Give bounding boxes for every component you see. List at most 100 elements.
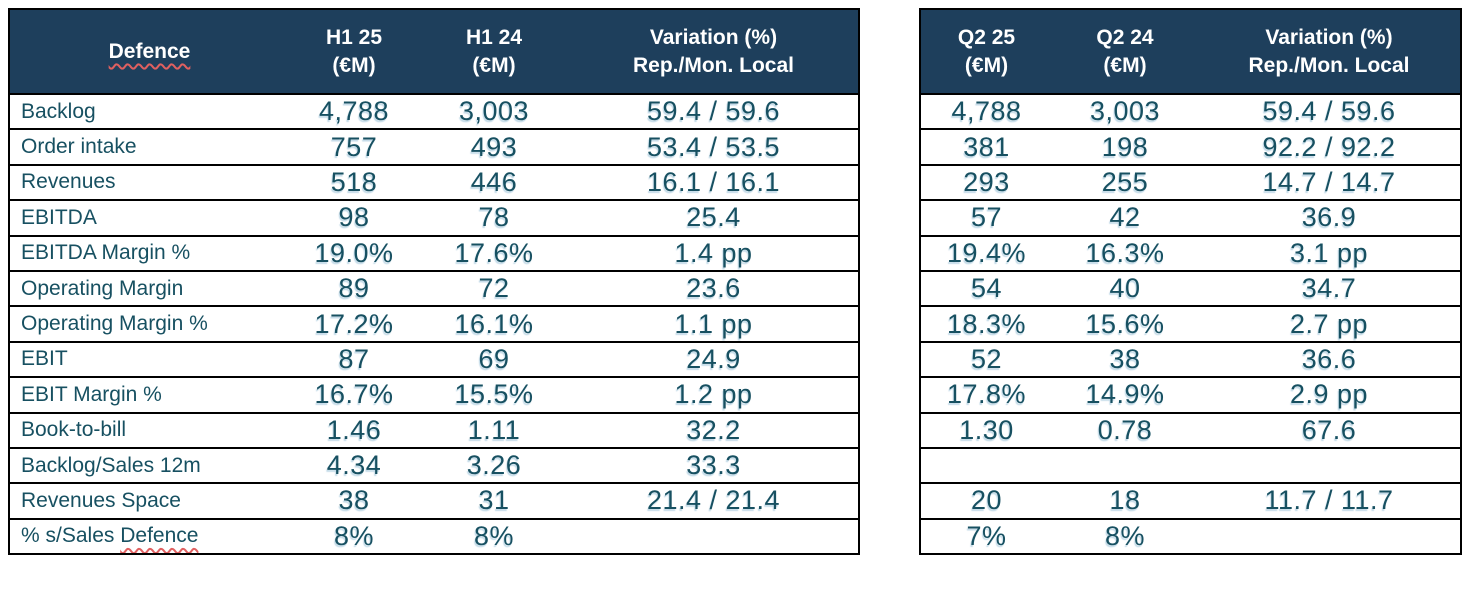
defence-h1-table-header: Defence H1 25 (€M) H1 24 (€M) Variation … (9, 8, 859, 95)
table-row: Book-to-bill 1.46 1.11 32.2 (9, 411, 859, 449)
cell-value: 1.4 pp (569, 234, 859, 272)
cell-value: 2.7 pp (1198, 305, 1461, 343)
table-row: Operating Margin % 17.2% 16.1% 1.1 pp (9, 305, 859, 343)
header-period-label: H1 25 (325, 26, 383, 50)
cell-value: 17.6% (419, 234, 569, 272)
cell-value: 32.2 (569, 411, 859, 449)
defence-q2-table: Q2 25 (€M) Q2 24 (€M) Variation (%) Rep.… (919, 8, 1462, 556)
cell-value: 14.7 / 14.7 (1198, 163, 1461, 202)
table-row: % s/Sales Defence 8% 8% (9, 517, 859, 556)
table-row: 52 38 36.6 (920, 340, 1461, 379)
table-row: 17.8% 14.9% 2.9 pp (920, 376, 1461, 414)
row-label: Revenues Space (9, 482, 289, 520)
table-row (920, 446, 1461, 485)
cell-value: 8% (289, 517, 419, 556)
cell-value: 20 (920, 482, 1052, 520)
cell-value: 1.46 (289, 411, 419, 449)
cell-value: 21.4 / 21.4 (569, 482, 859, 520)
header-h1-24: H1 24 (€M) (419, 8, 569, 95)
cell-value: 23.6 (569, 269, 859, 308)
cell-value: 87 (289, 340, 419, 379)
cell-value: 34.7 (1198, 269, 1461, 308)
cell-value: 25.4 (569, 199, 859, 237)
cell-value: 8% (419, 517, 569, 556)
header-h1-25: H1 25 (€M) (289, 8, 419, 95)
cell-value: 198 (1052, 128, 1198, 166)
cell-value: 14.9% (1052, 376, 1198, 414)
header-variation-line2: Rep./Mon. Local (1248, 53, 1410, 77)
cell-value: 8% (1052, 517, 1198, 556)
table-row: 57 42 36.9 (920, 199, 1461, 237)
header-unit-label: (€M) (1103, 53, 1147, 77)
row-label: Revenues (9, 163, 289, 202)
cell-value (920, 446, 1052, 485)
table-row: 1.30 0.78 67.6 (920, 411, 1461, 449)
row-label: Operating Margin (9, 269, 289, 308)
cell-value: 19.0% (289, 234, 419, 272)
header-q2-25: Q2 25 (€M) (920, 8, 1052, 95)
table-row: Revenues 518 446 16.1 / 16.1 (9, 163, 859, 202)
table-row: Revenues Space 38 31 21.4 / 21.4 (9, 482, 859, 520)
table-row: 7% 8% (920, 517, 1461, 556)
cell-value: 15.6% (1052, 305, 1198, 343)
cell-value: 4.34 (289, 446, 419, 485)
cell-value: 3,003 (419, 92, 569, 131)
cell-value: 518 (289, 163, 419, 202)
cell-value: 67.6 (1198, 411, 1461, 449)
cell-value: 52 (920, 340, 1052, 379)
cell-value: 16.7% (289, 376, 419, 414)
table-row: Backlog 4,788 3,003 59.4 / 59.6 (9, 92, 859, 131)
header-period-label: Q2 24 (1096, 26, 1154, 50)
table-row: EBITDA Margin % 19.0% 17.6% 1.4 pp (9, 234, 859, 272)
header-period-label: Q2 25 (957, 26, 1016, 50)
header-variation-line2: Rep./Mon. Local (632, 53, 794, 77)
defence-q2-table-body: 4,788 3,003 59.4 / 59.6 381 198 92.2 / 92.2 29… (920, 92, 1461, 556)
cell-value: 38 (289, 482, 419, 520)
header-unit-label: (€M) (472, 53, 516, 77)
header-defence: Defence (9, 8, 289, 95)
cell-value: 98 (289, 199, 419, 237)
table-row: 381 198 92.2 / 92.2 (920, 128, 1461, 166)
cell-value: 19.4% (920, 234, 1052, 272)
cell-value: 757 (289, 128, 419, 166)
row-label: % s/Sales Defence (9, 517, 289, 556)
cell-value: 1.30 (920, 411, 1052, 449)
cell-value (1198, 517, 1461, 556)
header-variation-line1: Variation (%) (1265, 26, 1393, 50)
table-row: EBIT Margin % 16.7% 15.5% 1.2 pp (9, 376, 859, 414)
cell-value: 381 (920, 128, 1052, 166)
cell-value: 1.1 pp (569, 305, 859, 343)
table-row: 19.4% 16.3% 3.1 pp (920, 234, 1461, 272)
header-variation: Variation (%) Rep./Mon. Local (569, 8, 859, 95)
defence-h1-table-body: Backlog 4,788 3,003 59.4 / 59.6 Order intake… (9, 92, 859, 556)
table-row: Backlog/Sales 12m 4.34 3.26 33.3 (9, 446, 859, 485)
header-defence-label: Defence (108, 39, 191, 63)
cell-value: 1.11 (419, 411, 569, 449)
cell-value: 7% (920, 517, 1052, 556)
header-variation-line1: Variation (%) (649, 26, 778, 50)
row-label: EBITDA Margin % (9, 234, 289, 272)
table-row: Operating Margin 89 72 23.6 (9, 269, 859, 308)
defence-q2-table-header: Q2 25 (€M) Q2 24 (€M) Variation (%) Rep.… (920, 8, 1461, 95)
header-unit-label: (€M) (964, 53, 1009, 77)
cell-value: 293 (920, 163, 1052, 202)
header-row: Defence H1 25 (€M) H1 24 (€M) Variation … (9, 8, 859, 95)
row-label: Backlog (9, 92, 289, 131)
row-label: Operating Margin % (9, 305, 289, 343)
cell-value: 3.1 pp (1198, 234, 1461, 272)
row-label: Book-to-bill (9, 411, 289, 449)
cell-value: 72 (419, 269, 569, 308)
cell-value: 42 (1052, 199, 1198, 237)
cell-value: 18 (1052, 482, 1198, 520)
table-row: 54 40 34.7 (920, 269, 1461, 308)
table-row: 18.3% 15.6% 2.7 pp (920, 305, 1461, 343)
header-q2-24: Q2 24 (€M) (1052, 8, 1198, 95)
cell-value: 53.4 / 53.5 (569, 128, 859, 166)
cell-value: 16.1 / 16.1 (569, 163, 859, 202)
cell-value: 57 (920, 199, 1052, 237)
header-period-label: H1 24 (465, 26, 523, 50)
table-row: 20 18 11.7 / 11.7 (920, 482, 1461, 520)
row-label: EBITDA (9, 199, 289, 237)
table-row: 293 255 14.7 / 14.7 (920, 163, 1461, 202)
cell-value: 17.8% (920, 376, 1052, 414)
